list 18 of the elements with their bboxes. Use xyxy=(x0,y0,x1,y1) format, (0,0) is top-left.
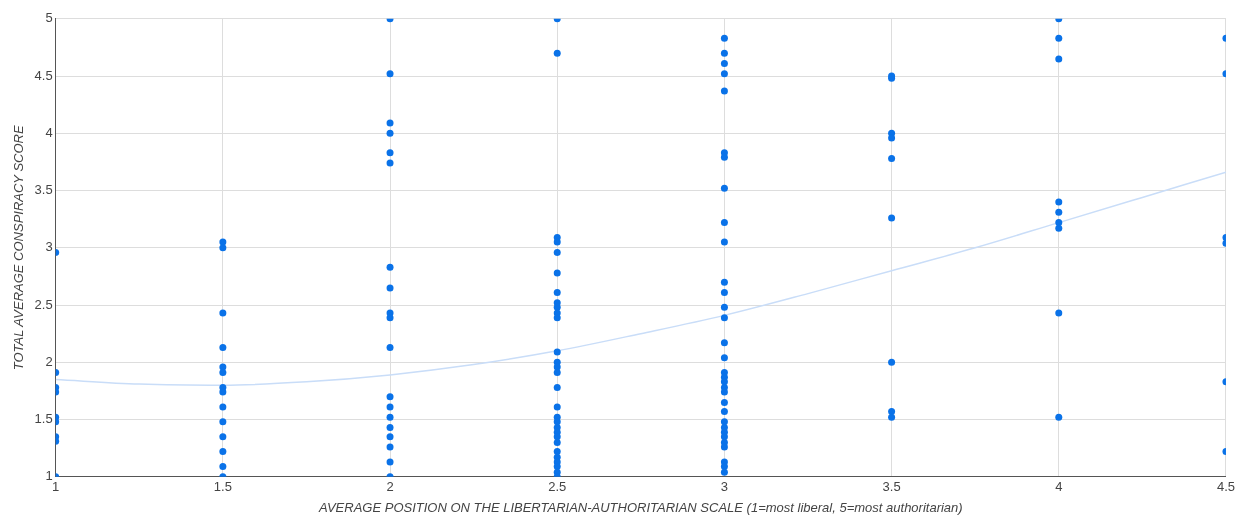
x-tick-label: 4.5 xyxy=(1216,479,1235,495)
y-tick-label: 1.5 xyxy=(34,411,53,427)
y-tick-label: 5 xyxy=(45,10,53,26)
x-tick-label: 2 xyxy=(386,479,394,495)
y-tick-label: 2 xyxy=(45,353,53,369)
x-tick-label: 3 xyxy=(720,479,729,495)
y-tick-label: 3 xyxy=(45,239,53,255)
x-tick-label: 3.5 xyxy=(882,479,901,495)
y-tick-label: 4 xyxy=(45,124,53,140)
y-tick-label: 2.5 xyxy=(34,296,53,312)
x-tick-label: 4 xyxy=(1055,479,1063,495)
y-axis-title: TOTAL AVERAGE CONSPIRACY SCORE xyxy=(11,125,27,371)
y-tick-label: 1 xyxy=(45,468,53,484)
y-tick-label: 4.5 xyxy=(34,67,53,83)
y-tick-label: 3.5 xyxy=(34,182,53,198)
x-axis-title: AVERAGE POSITION ON THE LIBERTARIAN-AUTHORITARIAN SCALE (1=most liberal, 5=most authoritarian) xyxy=(317,499,963,515)
x-tick-label: 2.5 xyxy=(548,479,567,495)
x-tick-label: 1.5 xyxy=(213,479,232,495)
